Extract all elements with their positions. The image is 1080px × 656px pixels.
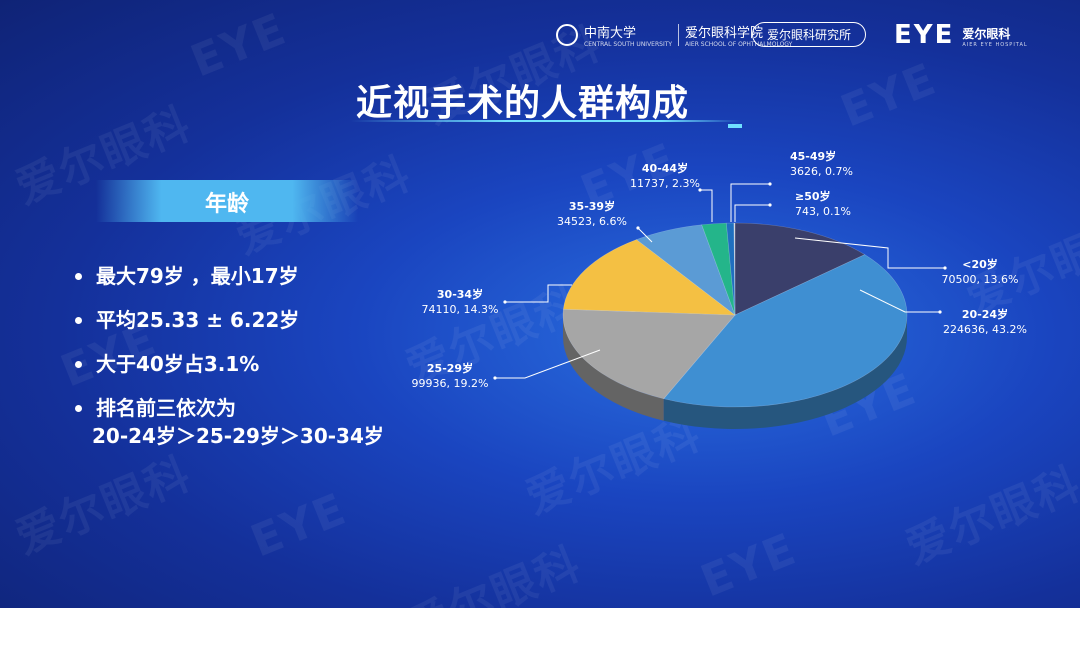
leader-dot bbox=[768, 203, 772, 207]
slice-value-label: 34523, 6.6% bbox=[557, 215, 627, 228]
slice-label: 40-44岁 bbox=[642, 161, 688, 175]
slice-label: <20岁 bbox=[962, 257, 998, 271]
pie-slice bbox=[563, 239, 736, 316]
college-name: 爱尔眼科学院 bbox=[685, 26, 764, 41]
pie-slice bbox=[562, 308, 736, 400]
pie-slice bbox=[726, 222, 736, 316]
institute-badge: 爱尔眼科研究所 bbox=[752, 22, 867, 47]
page-title: 近视手术的人群构成 bbox=[356, 83, 690, 124]
slice-value-label: 743, 0.1% bbox=[795, 205, 851, 218]
university-sub: CENTRAL SOUTH UNIVERSITY bbox=[584, 41, 673, 48]
title-underline-accent bbox=[728, 124, 742, 128]
slice-value-label: 99936, 19.2% bbox=[412, 377, 489, 390]
leader-line bbox=[734, 204, 770, 222]
leader-dot bbox=[938, 310, 942, 314]
bullet-max-min: 最大79岁 ，最小17岁 bbox=[72, 262, 384, 290]
leader-line bbox=[700, 189, 713, 222]
leader-line bbox=[637, 227, 653, 243]
leader-dot bbox=[943, 266, 947, 270]
slice-value-label: 224636, 43.2% bbox=[943, 323, 1027, 336]
section-header: 年龄 bbox=[96, 180, 358, 222]
slice-label: 20-24岁 bbox=[962, 307, 1008, 321]
leader-line bbox=[794, 237, 945, 269]
leader-line bbox=[495, 349, 601, 379]
pie-slice-side bbox=[663, 315, 907, 429]
ranking-title: 排名前三依次为 bbox=[96, 396, 236, 420]
university-seal-icon bbox=[556, 24, 578, 46]
leader-dot bbox=[493, 376, 497, 380]
eye-logo-icon: EYE bbox=[894, 20, 955, 50]
leader-dot bbox=[698, 188, 702, 192]
college-sub: AIER SCHOOL OF OPHTHALMOLOGY bbox=[685, 41, 793, 48]
bullet-mean: 平均25.33 ± 6.22岁 bbox=[72, 306, 384, 334]
pie-slice bbox=[701, 222, 736, 316]
slice-label: 25-29岁 bbox=[427, 361, 473, 375]
leader-dot bbox=[503, 300, 507, 304]
brand-cn: 爱尔眼科 bbox=[962, 26, 1011, 41]
brand-en: AIER EYE HOSPITAL bbox=[962, 41, 1028, 48]
leader-line bbox=[505, 284, 572, 303]
slice-label: 45-49岁 bbox=[790, 149, 836, 163]
leader-dot bbox=[768, 182, 772, 186]
university-name: 中南大学 bbox=[584, 26, 637, 41]
ranking-line: 20-24岁＞25-29岁＞30-34岁 bbox=[92, 424, 384, 448]
leader-dot bbox=[636, 226, 640, 230]
age-pie-chart: <20岁 70500, 13.6% 20-24岁 224636, 43.2% 25-29… bbox=[412, 149, 1027, 429]
title-underline bbox=[350, 120, 740, 122]
pie-slice bbox=[663, 254, 908, 408]
slice-value-label: 3626, 0.7% bbox=[790, 165, 853, 178]
aier-eye-logo: EYE 爱尔眼科 AIER EYE HOSPITAL bbox=[894, 20, 1028, 50]
slice-label: 35-39岁 bbox=[569, 199, 615, 213]
pie-slice bbox=[733, 222, 736, 316]
pie-slice-side bbox=[563, 315, 664, 421]
leader-line bbox=[859, 289, 940, 313]
header-logos: 中南大学 CENTRAL SOUTH UNIVERSITY 爱尔眼科学院 AIE… bbox=[556, 20, 1050, 50]
bullet-ranking: 排名前三依次为 20-24岁＞25-29岁＞30-34岁 bbox=[72, 394, 384, 450]
slice-value-label: 74110, 14.3% bbox=[422, 303, 499, 316]
slice-label: 30-34岁 bbox=[437, 287, 483, 301]
leader-line bbox=[730, 183, 770, 222]
slice-label: ≥50岁 bbox=[795, 189, 831, 203]
section-label: 年龄 bbox=[204, 192, 249, 217]
pie-slice bbox=[635, 224, 736, 316]
bullet-over-40: 大于40岁占3.1% bbox=[72, 350, 384, 378]
pie-slice bbox=[734, 222, 866, 316]
bullet-list: 最大79岁 ，最小17岁 平均25.33 ± 6.22岁 大于40岁占3.1% … bbox=[72, 262, 384, 466]
slice-value-label: 11737, 2.3% bbox=[630, 177, 700, 190]
logo-divider bbox=[678, 24, 680, 46]
slice-value-label: 70500, 13.6% bbox=[942, 273, 1019, 286]
university-logo: 中南大学 CENTRAL SOUTH UNIVERSITY 爱尔眼科学院 AIE… bbox=[556, 22, 792, 48]
